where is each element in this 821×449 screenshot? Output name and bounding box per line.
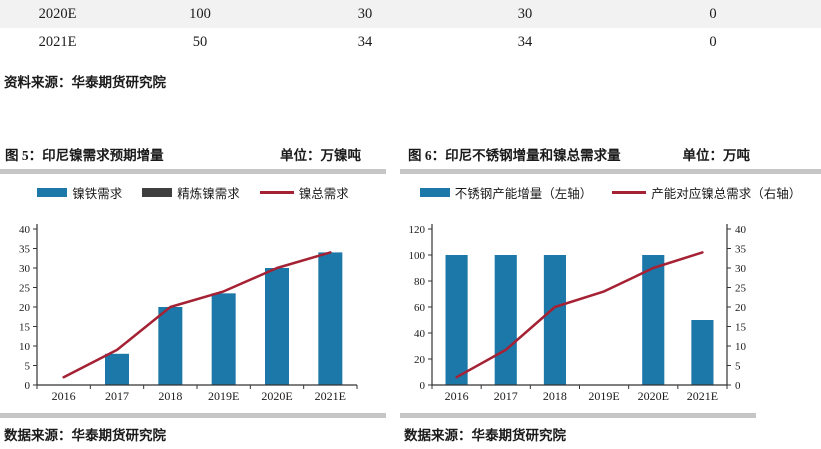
legend-label: 不锈钢产能增量（左轴） (454, 186, 593, 201)
axis-tick-label: 15 (735, 322, 747, 334)
legend-item: 不锈钢产能增量（左轴） (419, 183, 593, 202)
chart-legend: 镍铁需求 精炼镍需求 镍总需求 (0, 183, 386, 202)
axis-tick-label: 30 (735, 263, 747, 275)
table-cell: 2021E (38, 33, 77, 50)
chart-legend: 不锈钢产能增量（左轴） 产能对应镍总需求（右轴） (400, 183, 821, 202)
axis-tick-label: 35 (19, 244, 31, 256)
figure-5: 图 5：印尼镍需求预期增量 单位：万镍吨 镍铁需求 精炼镍需求 镍总需求 0 5 1… (0, 144, 386, 444)
figure-6: 图 6：印尼不锈钢增量和镍总需求量 单位：万吨 不锈钢产能增量（左轴） 产能对应… (400, 144, 821, 444)
axis-tick-label: 40 (735, 224, 747, 236)
table-cell: 34 (357, 33, 373, 50)
axis-tick-label: 20 (414, 354, 426, 366)
axis-tick-label: 5 (735, 361, 741, 373)
table-cell: 0 (709, 5, 717, 22)
bar (265, 268, 289, 385)
bar (691, 320, 714, 385)
table-row: 2021E 50 34 34 0 (0, 28, 821, 56)
axis-tick-label: 2019E (588, 389, 619, 403)
axis-tick-label: 2017 (494, 389, 518, 403)
legend-line-swatch-icon (259, 190, 294, 194)
bar (445, 255, 468, 385)
bar (543, 255, 566, 385)
table-cell: 100 (189, 5, 211, 22)
figure-unit-label: 单位：万吨 (682, 148, 751, 163)
figure-title: 图 6：印尼不锈钢增量和镍总需求量 (408, 148, 621, 163)
axis-tick-label: 2021E (687, 389, 718, 403)
axis-tick-label: 10 (735, 341, 747, 353)
figure-unit-label: 单位：万镍吨 (280, 148, 361, 163)
figure-title: 图 5：印尼镍需求预期增量 (5, 148, 164, 163)
axis-tick-label: 80 (414, 276, 426, 288)
axis-tick-label: 15 (19, 322, 31, 334)
data-table: 2020E 100 30 30 0 2021E 50 34 34 0 (0, 0, 821, 56)
axis-tick-label: 2021E (315, 389, 346, 403)
table-cell: 50 (192, 33, 208, 50)
line-series (455, 251, 704, 379)
figure-header: 图 6：印尼不锈钢增量和镍总需求量 单位：万吨 (400, 144, 821, 164)
table-cell: 2020E (38, 5, 77, 22)
divider (0, 169, 386, 174)
table-cell: 0 (709, 33, 717, 50)
legend-line-swatch-icon (612, 190, 647, 194)
legend-item: 镍总需求 (259, 183, 349, 202)
axis-tick-label: 5 (25, 361, 31, 373)
axis-tick-label: 2018 (543, 389, 567, 403)
legend-bar-swatch-icon (419, 187, 450, 197)
figure-source-note: 数据来源：华泰期货研究院 (4, 428, 166, 443)
table-cell: 30 (357, 5, 373, 22)
legend-label: 镍总需求 (298, 186, 349, 201)
axis-tick-label: 2020E (261, 389, 292, 403)
legend-bar-swatch-icon (142, 187, 173, 197)
axis-tick-label: 0 (25, 380, 31, 392)
figure-header: 图 5：印尼镍需求预期增量 单位：万镍吨 (0, 144, 386, 164)
table-cell: 34 (517, 33, 533, 50)
axis-tick-label: 40 (414, 328, 426, 340)
legend-bar-swatch-icon (37, 187, 68, 197)
legend-label: 镍铁需求 (72, 186, 123, 201)
legend-item: 精炼镍需求 (142, 183, 240, 202)
divider (400, 413, 756, 418)
table-row: 2020E 100 30 30 0 (0, 0, 821, 28)
axis-tick-label: 10 (19, 341, 31, 353)
axis-tick-label: 60 (414, 302, 426, 314)
axis-tick-label: 120 (409, 224, 426, 236)
bar (494, 255, 517, 385)
axis-tick-label: 35 (735, 244, 747, 256)
table-cell: 30 (517, 5, 533, 22)
bar (642, 255, 665, 385)
axis-tick-label: 30 (19, 263, 31, 275)
divider (0, 413, 386, 418)
axis-tick-label: 25 (19, 283, 31, 295)
legend-item: 产能对应镍总需求（右轴） (612, 183, 801, 202)
axis-tick-label: 100 (409, 250, 426, 262)
divider (400, 169, 821, 174)
axis-tick-label: 2017 (105, 389, 129, 403)
bar (158, 307, 183, 385)
combo-chart-stainless-steel: 0 20 40 60 80 100 120 0 5 10 15 20 25 30 35 40 2016 2017 2… (409, 224, 747, 403)
figures-row: 图 5：印尼镍需求预期增量 单位：万镍吨 镍铁需求 精炼镍需求 镍总需求 0 5 1… (0, 144, 821, 444)
combo-chart-nickel-demand: 0 5 10 15 20 25 30 35 40 2016 2017 2018 2019E 2020E 20… (19, 224, 358, 403)
table-source-note: 资料来源：华泰期货研究院 (4, 75, 166, 90)
axis-tick-label: 2020E (638, 389, 669, 403)
axis-tick-label: 2019E (208, 389, 239, 403)
bar (105, 353, 129, 385)
axis-tick-label: 2016 (52, 389, 76, 403)
axis-tick-label: 2016 (445, 389, 469, 403)
axis-tick-label: 0 (420, 380, 426, 392)
axis-tick-label: 40 (19, 224, 31, 236)
legend-label: 精炼镍需求 (177, 186, 240, 201)
axis-tick-label: 20 (735, 302, 747, 314)
line-series (62, 251, 332, 379)
figure-source-note: 数据来源：华泰期货研究院 (404, 428, 566, 443)
legend-label: 产能对应镍总需求（右轴） (651, 186, 802, 201)
axis-tick-label: 20 (19, 302, 31, 314)
legend-item: 镍铁需求 (37, 183, 122, 202)
bar (211, 293, 236, 385)
axis-tick-label: 0 (735, 380, 741, 392)
axis-tick-label: 2018 (158, 389, 182, 403)
axis-tick-label: 25 (735, 283, 747, 295)
bar (318, 252, 343, 385)
